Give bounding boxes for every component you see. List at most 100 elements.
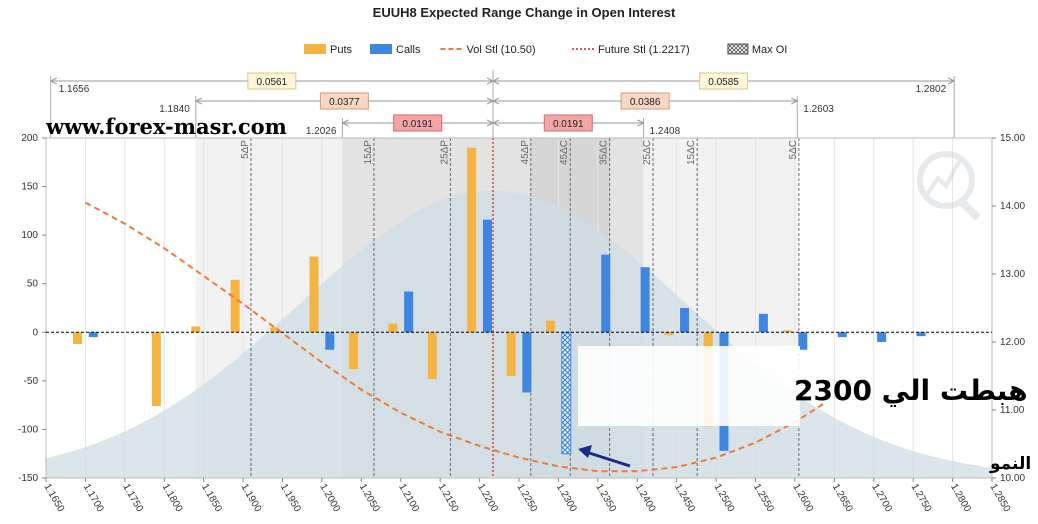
range-width-label: 0.0191	[553, 119, 584, 130]
x-tick-label: 1.1700	[81, 482, 106, 514]
x-tick-label: 1.1900	[238, 482, 263, 514]
put-bar	[309, 256, 319, 333]
legend-label: Vol Stl (10.50)	[467, 44, 536, 56]
put-bar	[388, 323, 398, 333]
legend-label: Puts	[330, 44, 353, 56]
x-tick-label: 1.1750	[120, 482, 145, 514]
y2-tick-label: 10.00	[1000, 473, 1025, 484]
range-to-label: 1.2603	[803, 104, 834, 115]
x-tick-label: 1.2100	[396, 482, 421, 514]
range-from-label: 1.2026	[306, 126, 337, 137]
put-bar	[73, 332, 83, 344]
range-width-label: 0.0386	[630, 97, 661, 108]
y2-tick-label: 15.00	[1000, 133, 1025, 144]
y-tick-label: 50	[27, 279, 39, 290]
put-bar	[467, 147, 477, 333]
delta-label: 15ΔC	[686, 140, 697, 165]
put-bar	[191, 326, 201, 333]
range-arrow	[791, 97, 799, 105]
put-bar	[151, 332, 161, 407]
x-tick-label: 1.2350	[593, 482, 618, 514]
delta-label: 5ΔC	[788, 140, 799, 159]
put-bar	[348, 332, 358, 370]
x-tick-label: 1.2400	[633, 482, 658, 514]
call-bar	[798, 332, 808, 350]
delta-label: 45ΔP	[520, 140, 531, 165]
chart-title: EUUH8 Expected Range Change in Open Inte…	[373, 5, 676, 20]
put-bar	[230, 279, 240, 333]
range-width-box	[620, 92, 670, 110]
vol-settle-curve	[84, 201, 828, 473]
call-bar	[837, 332, 847, 338]
delta-label: 35ΔC	[599, 140, 610, 165]
range-width-box	[319, 92, 369, 110]
call-bar	[522, 332, 532, 393]
legend-label: Calls	[396, 44, 421, 56]
range-to-label: 1.2408	[650, 126, 681, 137]
range-width-label: 0.0191	[402, 119, 433, 130]
y2-tick-label: 13.00	[1000, 269, 1025, 280]
max-oi-bar	[561, 331, 572, 455]
x-tick-label: 1.2550	[751, 482, 776, 514]
bell-curve-area	[46, 190, 992, 478]
arrow-head-icon	[578, 445, 592, 458]
call-bar	[88, 332, 98, 338]
vol-curve	[84, 201, 828, 473]
range-arrow	[49, 77, 57, 85]
y2-tick-label: 11.00	[1000, 405, 1025, 416]
x-tick-label: 1.2300	[554, 482, 579, 514]
legend-swatch	[727, 43, 749, 55]
call-bar	[758, 313, 768, 333]
range-arrow	[194, 97, 203, 105]
legend: Puts Calls Vol Stl (10.50) Future Stl (1.22…	[304, 43, 787, 56]
x-tick-label: 1.2050	[357, 482, 382, 514]
x-tick-label: 1.1850	[199, 482, 224, 514]
y2-tick-label: 14.00	[1000, 201, 1025, 212]
x-tick-label: 1.2650	[830, 482, 855, 514]
range-width-label: 0.0561	[257, 77, 288, 88]
range-width-box	[543, 114, 593, 132]
call-bar	[325, 332, 335, 350]
x-tick-label: 1.2450	[672, 482, 697, 514]
y-tick-label: 200	[21, 133, 38, 144]
arrow-icon	[585, 450, 631, 468]
note-background	[578, 346, 800, 426]
put-bar	[427, 332, 437, 379]
x-tick-label: 1.2250	[514, 482, 539, 514]
call-bar	[640, 267, 650, 333]
x-tick-label: 1.2800	[948, 482, 973, 514]
x-tick-label: 1.2850	[987, 482, 1012, 514]
y-tick-label: -150	[18, 473, 38, 484]
y-tick-label: 0	[32, 327, 38, 338]
delta-label: 25ΔP	[439, 140, 450, 165]
probability-bell	[46, 190, 992, 478]
x-tick-label: 1.2700	[869, 482, 894, 514]
put-bar	[664, 332, 674, 336]
range-to-label: 1.2802	[916, 84, 947, 95]
range-width-label: 0.0377	[329, 97, 360, 108]
legend-label: Future Stl (1.2217)	[598, 44, 690, 56]
y-tick-label: 100	[21, 230, 38, 241]
call-bar	[877, 332, 887, 342]
x-tick-label: 1.1950	[278, 482, 303, 514]
site-watermark-text: www.forex-masr.com	[45, 114, 287, 139]
x-tick-label: 1.1650	[41, 482, 66, 514]
x-tick-label: 1.2600	[790, 482, 815, 514]
call-bar	[404, 291, 414, 333]
y-tick-label: -100	[18, 424, 38, 435]
x-tick-label: 1.2750	[909, 482, 934, 514]
range-width-box	[393, 114, 443, 132]
note-main-text: الفائدة هبطت الي 2300	[794, 374, 1038, 407]
y-tick-label: 150	[21, 182, 38, 193]
note-sub-text: من المحتمل حدوث مزيد من النمو	[989, 454, 1038, 474]
put-bar	[546, 320, 556, 333]
call-bar	[916, 332, 926, 337]
range-arrow	[637, 119, 645, 127]
legend-swatch	[370, 44, 392, 54]
annotation-overlay: www.forex-masr.com الفائدة هبطت الي 2300…	[45, 114, 1038, 474]
x-tick-label: 1.2150	[436, 482, 461, 514]
legend-label: Max OI	[752, 44, 787, 56]
delta-label: 25ΔC	[642, 140, 653, 165]
legend-swatch	[304, 44, 326, 54]
